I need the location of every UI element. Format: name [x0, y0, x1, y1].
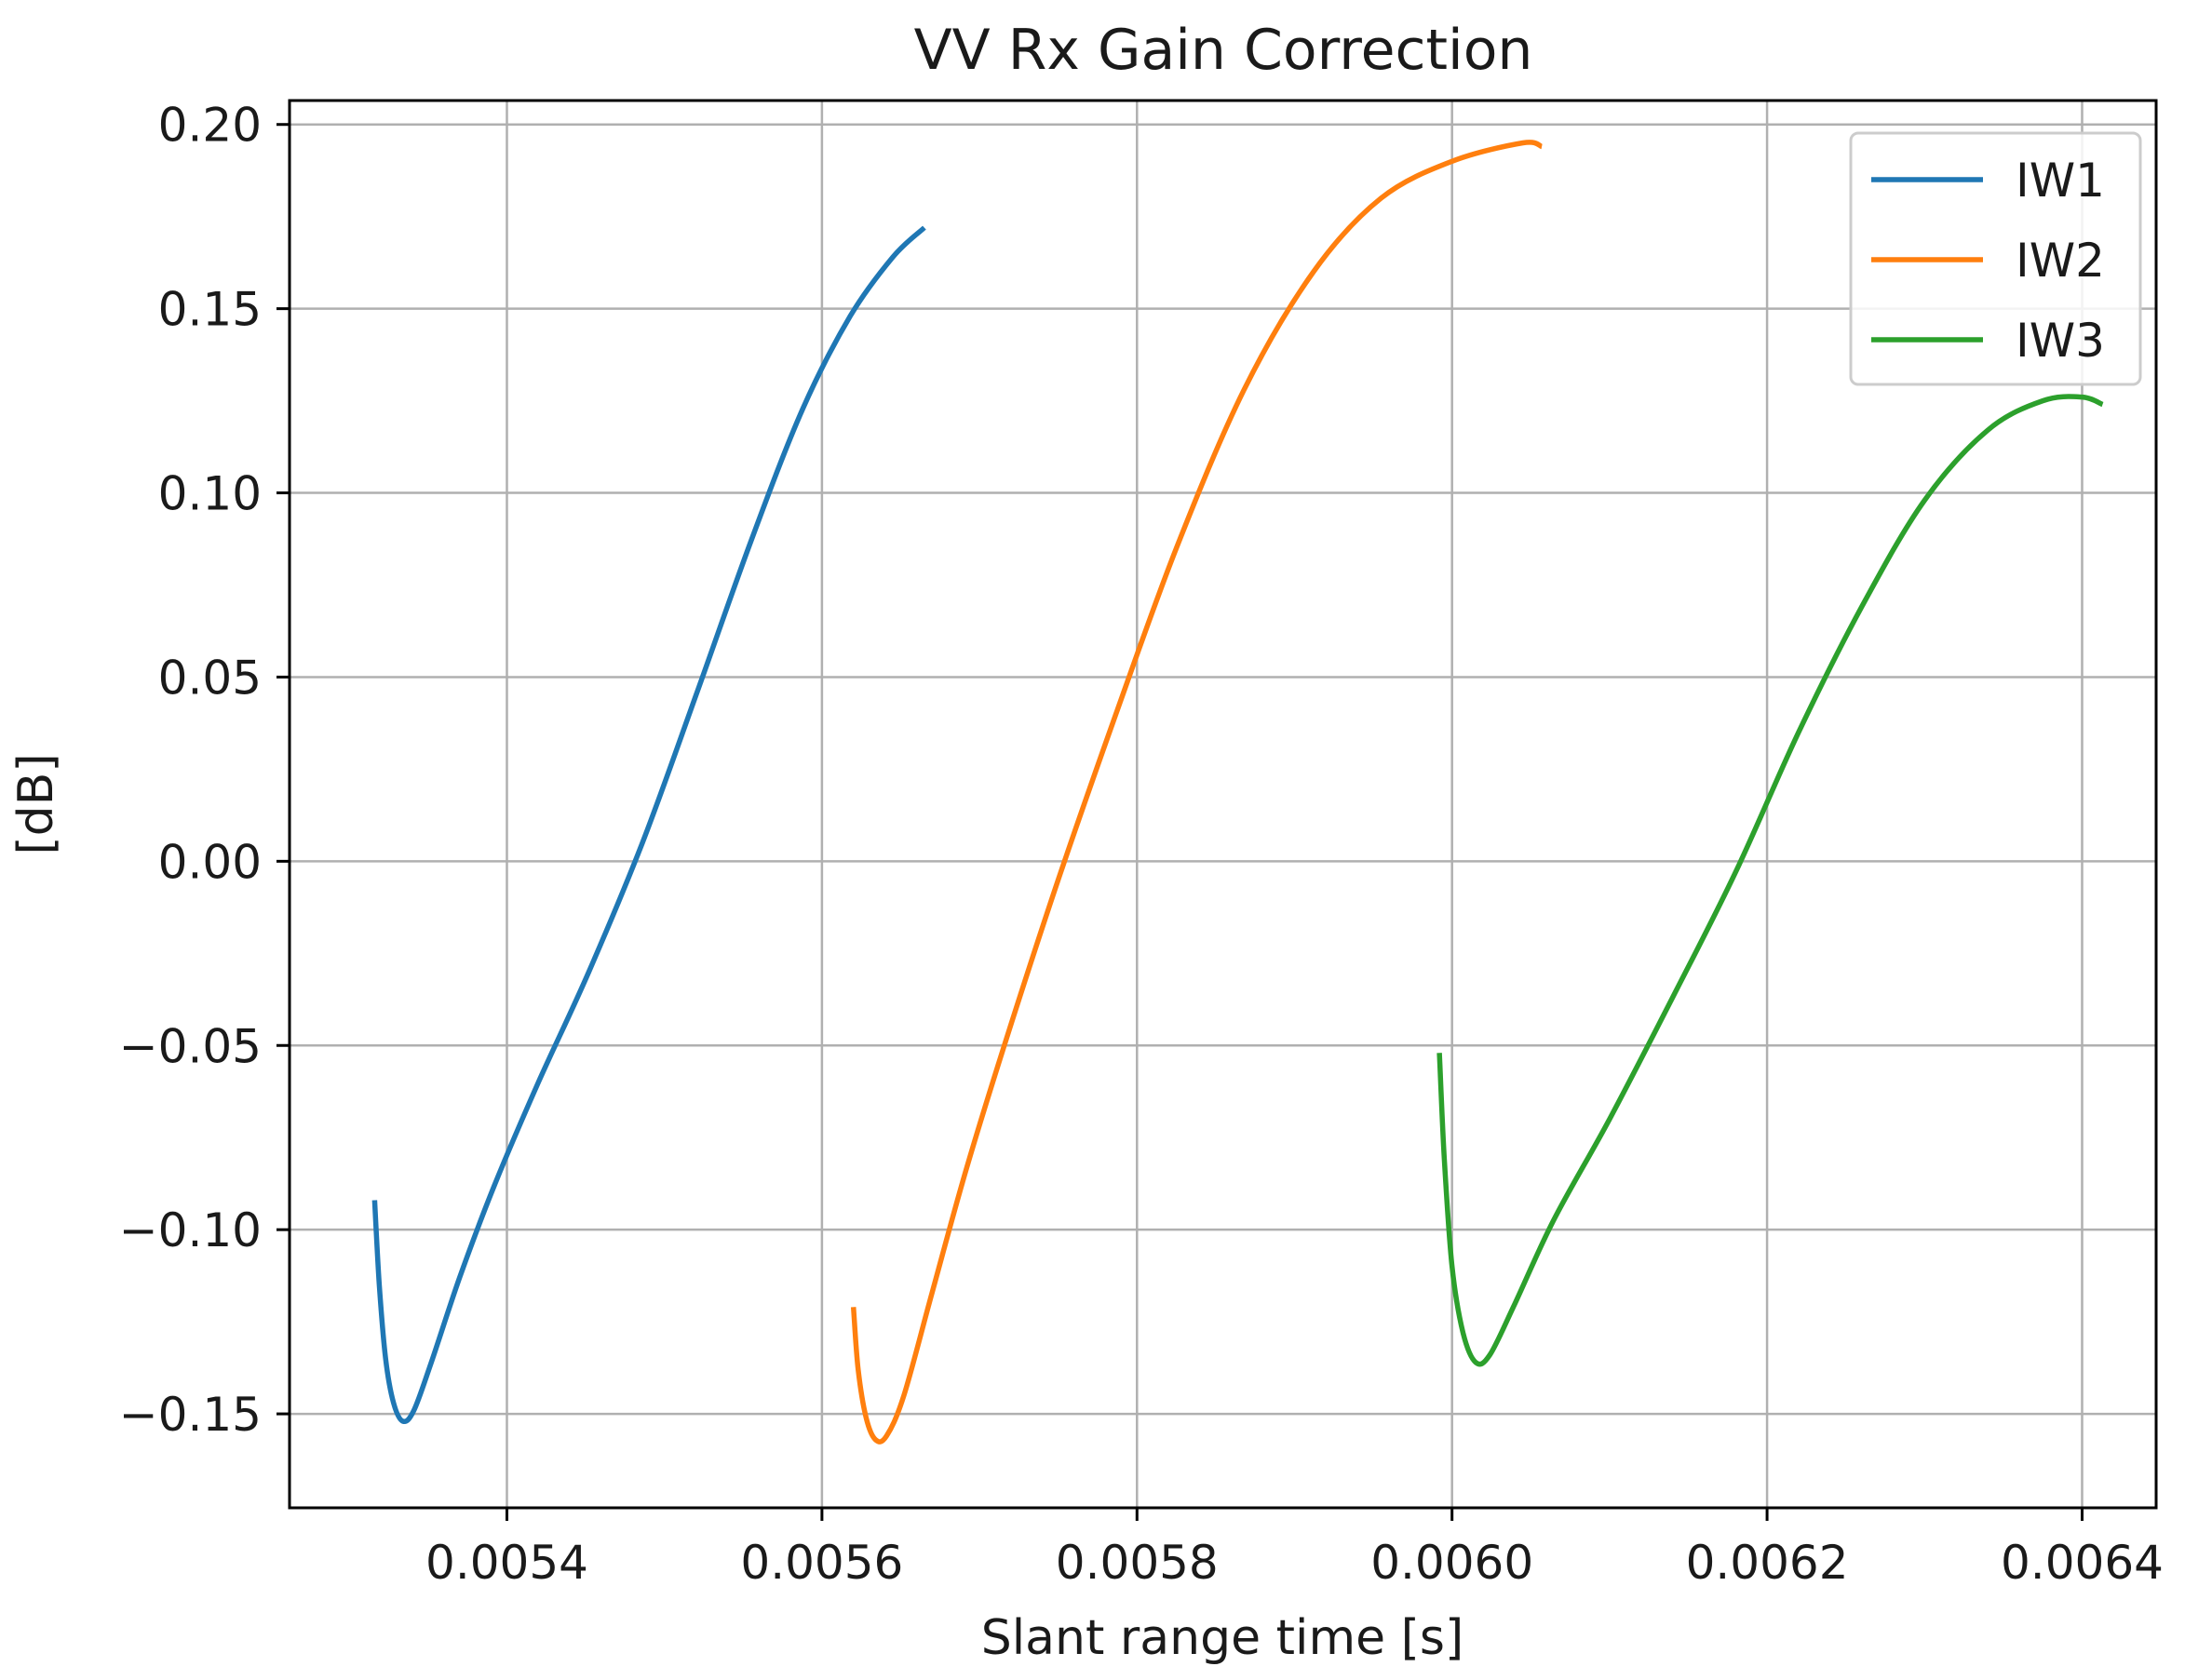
series-line-iw3: [1436, 394, 2104, 1367]
x-axis-label: Slant range time [s]: [981, 1610, 1464, 1666]
legend-label-iw3: IW3: [2016, 314, 2105, 368]
x-tick-label: 0.0060: [1370, 1536, 1533, 1590]
legend: IW1 IW2 IW3: [1849, 131, 2142, 386]
x-tick-label: 0.0064: [2001, 1536, 2164, 1590]
legend-label-iw2: IW2: [2016, 234, 2105, 288]
legend-box: [1849, 131, 2142, 386]
y-tick-label: 0.20: [158, 99, 262, 153]
legend-label-iw1: IW1: [2016, 154, 2105, 208]
y-tick-label: −0.10: [119, 1203, 262, 1257]
y-tick-label: −0.05: [119, 1019, 262, 1073]
y-tick-label: 0.00: [158, 835, 262, 889]
plot-area-frame: [288, 99, 2158, 1510]
x-axis-ticks: 0.0054 0.0056 0.0058 0.0060 0.0062 0.0064: [425, 1508, 2164, 1590]
x-tick-label: 0.0058: [1056, 1536, 1219, 1590]
grid: [290, 101, 2156, 1508]
y-tick-label: 0.10: [158, 467, 262, 521]
y-tick-label: −0.15: [119, 1388, 262, 1442]
x-tick-label: 0.0056: [740, 1536, 903, 1590]
series-line-iw2: [850, 140, 1544, 1445]
series-lines: [371, 140, 2104, 1445]
x-tick-label: 0.0054: [425, 1536, 588, 1590]
series-line-iw1: [371, 225, 926, 1425]
y-tick-label: 0.05: [158, 651, 262, 705]
chart-title: VV Rx Gain Correction: [914, 18, 1533, 83]
y-tick-label: 0.15: [158, 283, 262, 337]
x-tick-label: 0.0062: [1686, 1536, 1849, 1590]
y-axis-ticks: −0.15 −0.10 −0.05 0.00 0.05 0.10 0.15 0.20: [119, 99, 290, 1442]
y-axis-label: [dB]: [8, 753, 64, 854]
